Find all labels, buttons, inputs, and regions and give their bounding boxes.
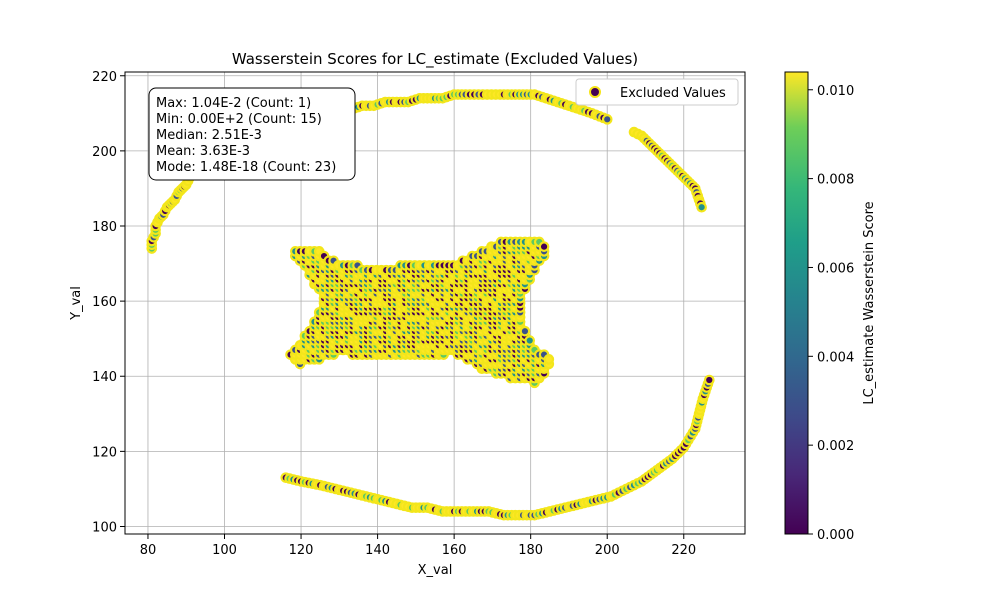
stat-min: Min: 0.00E+2 (Count: 15) — [156, 112, 322, 127]
data-point — [703, 374, 715, 386]
stat-max: Max: 1.04E-2 (Count: 1) — [156, 96, 311, 111]
colorbar-tick-label: 0.008 — [817, 173, 854, 188]
colorbar-gradient — [784, 71, 809, 535]
stat-mode: Mode: 1.48E-18 (Count: 23) — [156, 160, 336, 175]
data-point — [543, 354, 555, 365]
y-axis-label: Y_val — [69, 286, 84, 321]
x-tick-label: 200 — [595, 543, 620, 558]
x-tick-label: 140 — [365, 543, 390, 558]
y-tick-label: 120 — [92, 445, 117, 460]
legend: Excluded Values — [575, 78, 739, 106]
x-axis: 80 100 120 140 160 180 200 220 — [140, 534, 696, 558]
y-tick-label: 140 — [92, 370, 117, 385]
data-point — [696, 201, 707, 213]
x-tick-label: 80 — [140, 543, 157, 558]
stat-mean: Mean: 3.63E-3 — [156, 144, 250, 159]
data-point — [538, 241, 550, 252]
y-tick-label: 160 — [92, 295, 117, 310]
colorbar: 0.000 0.002 0.004 0.006 0.008 0.010 LC_estima… — [784, 71, 877, 543]
y-tick-label: 100 — [92, 520, 117, 535]
data-point — [519, 325, 531, 337]
x-tick-label: 120 — [289, 543, 314, 558]
y-tick-label: 180 — [92, 220, 117, 235]
colorbar-tick-label: 0.010 — [817, 84, 854, 99]
plot-frame — [124, 71, 746, 535]
colorbar-tick-label: 0.004 — [817, 350, 854, 365]
colorbar-ticks: 0.000 0.002 0.004 0.006 0.008 0.010 — [808, 84, 854, 543]
y-tick-label: 200 — [92, 145, 117, 160]
colorbar-tick-label: 0.006 — [817, 261, 854, 276]
legend-label: Excluded Values — [620, 86, 726, 101]
x-axis-label: X_val — [418, 563, 453, 578]
colorbar-tick-label: 0.000 — [817, 528, 854, 543]
x-tick-label: 160 — [442, 543, 467, 558]
data-point — [601, 114, 613, 125]
stat-median: Median: 2.51E-3 — [156, 128, 262, 143]
colorbar-tick-label: 0.002 — [817, 439, 854, 454]
legend-marker — [589, 86, 601, 98]
colorbar-label: LC_estimate Wasserstein Score — [862, 201, 877, 404]
chart-title: Wasserstein Scores for LC_estimate (Excl… — [232, 50, 638, 69]
stats-box: Max: 1.04E-2 (Count: 1) Min: 0.00E+2 (Co… — [148, 87, 356, 181]
y-tick-label: 220 — [92, 70, 117, 85]
data-point — [524, 335, 536, 346]
y-axis: 100 120 140 160 180 200 220 — [92, 70, 125, 535]
x-tick-label: 220 — [671, 543, 696, 558]
x-tick-label: 100 — [212, 543, 237, 558]
x-tick-label: 180 — [518, 543, 543, 558]
